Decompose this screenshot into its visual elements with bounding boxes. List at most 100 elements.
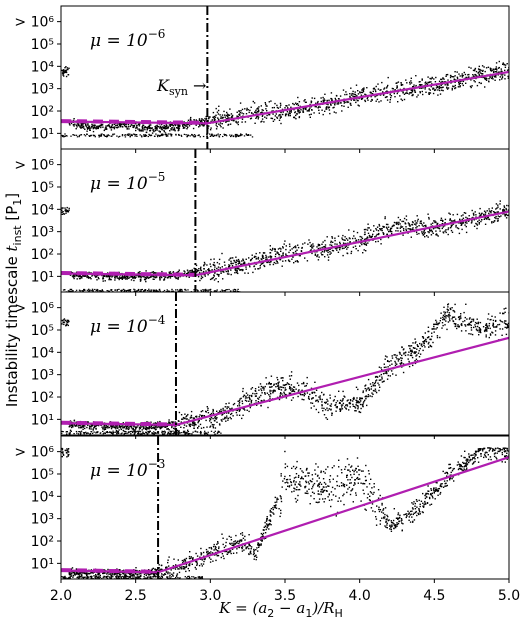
- scatter-point: [209, 414, 211, 416]
- scatter-point: [167, 428, 169, 430]
- scatter-point: [81, 126, 84, 129]
- scatter-point: [311, 245, 313, 247]
- scatter-point: [439, 89, 441, 92]
- scatter-point: [69, 274, 72, 276]
- scatter-point: [402, 363, 405, 365]
- scatter-point: [280, 255, 283, 257]
- scatter-point: [102, 428, 104, 430]
- scatter-point: [83, 275, 85, 277]
- scatter-point: [262, 257, 264, 259]
- scatter-point: [277, 382, 279, 384]
- scatter-point: [300, 109, 302, 111]
- scatter-point: [142, 130, 144, 132]
- scatter-point: [257, 401, 260, 403]
- scatter-point: [494, 334, 497, 336]
- scatter-point: [136, 124, 138, 127]
- scatter-point: [218, 135, 220, 137]
- scatter-point: [488, 322, 491, 325]
- scatter-point: [278, 119, 281, 121]
- scatter-point: [269, 397, 271, 399]
- scatter-point: [440, 312, 442, 314]
- scatter-point: [146, 427, 148, 429]
- scatter-point: [101, 124, 104, 126]
- scatter-point: [125, 290, 127, 292]
- scatter-point: [250, 106, 252, 108]
- scatter-point: [278, 388, 280, 390]
- scatter-point: [496, 207, 498, 209]
- scatter-point: [116, 433, 118, 435]
- scatter-point: [245, 266, 247, 268]
- scatter-point: [230, 260, 232, 262]
- scatter-point: [414, 505, 416, 507]
- scatter-point: [67, 74, 70, 76]
- scatter-point: [304, 107, 306, 109]
- scatter-point: [239, 269, 241, 271]
- scatter-point: [95, 289, 98, 292]
- scatter-point: [256, 112, 258, 114]
- scatter-point: [432, 87, 434, 89]
- scatter-point: [84, 128, 86, 130]
- scatter-point: [317, 399, 319, 401]
- scatter-point: [325, 417, 327, 419]
- scatter-point: [326, 100, 328, 102]
- scatter-point: [83, 424, 85, 426]
- scatter-point: [163, 433, 165, 435]
- scatter-point: [486, 327, 488, 329]
- scatter-point: [410, 350, 412, 353]
- scatter-point: [178, 134, 180, 136]
- scatter-point: [488, 336, 490, 339]
- scatter-point: [167, 133, 170, 135]
- scatter-point: [314, 254, 316, 256]
- scatter-point: [455, 226, 457, 228]
- scatter-point: [346, 252, 349, 255]
- scatter-point: [121, 134, 124, 136]
- scatter-point: [349, 402, 352, 405]
- scatter-point: [202, 290, 205, 292]
- scatter-point: [369, 395, 371, 397]
- scatter-point: [213, 264, 215, 266]
- scatter-point: [67, 321, 69, 324]
- scatter-point: [133, 425, 135, 427]
- scatter-point: [321, 391, 323, 394]
- scatter-point: [125, 428, 127, 430]
- scatter-point: [69, 433, 71, 435]
- scatter-point: [424, 88, 426, 90]
- scatter-point: [426, 235, 428, 237]
- scatter-point: [179, 275, 181, 278]
- scatter-point: [390, 95, 393, 97]
- scatter-point: [265, 103, 267, 105]
- scatter-point: [209, 278, 212, 281]
- scatter-point: [341, 408, 344, 410]
- scatter-point: [210, 421, 212, 424]
- scatter-point: [236, 134, 239, 136]
- scatter-point: [394, 89, 396, 91]
- scatter-point: [224, 134, 226, 136]
- scatter-point: [454, 71, 456, 73]
- scatter-point: [479, 327, 481, 330]
- scatter-point: [454, 84, 456, 87]
- scatter-point: [206, 264, 208, 266]
- scatter-point: [343, 102, 345, 104]
- scatter-point: [145, 135, 147, 137]
- scatter-point: [264, 392, 266, 394]
- scatter-point: [134, 289, 136, 291]
- scatter-point: [73, 424, 76, 426]
- scatter-point: [105, 125, 107, 127]
- scatter-point: [446, 328, 448, 331]
- scatter-point: [172, 433, 175, 435]
- scatter-point: [177, 290, 180, 292]
- scatter-point: [416, 233, 418, 235]
- scatter-point: [279, 393, 282, 395]
- scatter-point: [387, 236, 390, 239]
- scatter-point: [443, 319, 446, 321]
- y-tick-label: 10³: [31, 368, 54, 384]
- scatter-point: [213, 258, 215, 260]
- scatter-point: [408, 93, 410, 95]
- scatter-point: [106, 276, 108, 278]
- scatter-point: [502, 62, 504, 64]
- scatter-point: [269, 389, 271, 392]
- scatter-point: [233, 288, 236, 290]
- scatter-point: [446, 73, 449, 76]
- scatter-point: [419, 92, 421, 94]
- scatter-point: [232, 415, 234, 417]
